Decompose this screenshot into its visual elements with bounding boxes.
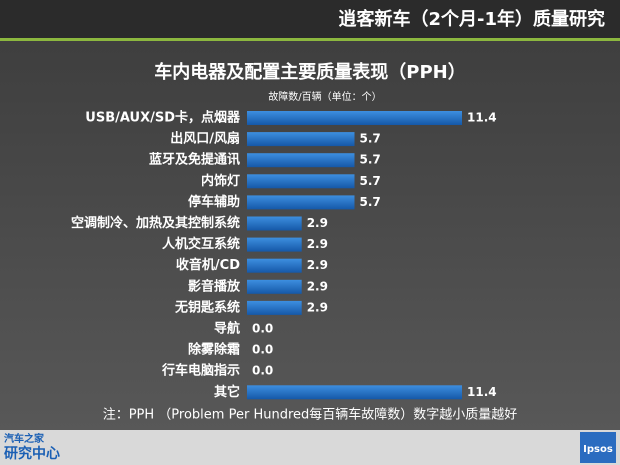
- left-logo-bottom: 研究中心: [4, 445, 60, 462]
- right-logo-box: [580, 432, 616, 463]
- value-label: 0.0: [252, 343, 273, 357]
- category-label: 行车电脑指示: [161, 363, 240, 379]
- category-label: 出风口/风扇: [170, 131, 240, 147]
- bar: [247, 174, 355, 189]
- value-label: 0.0: [252, 364, 273, 378]
- footer-band: [0, 430, 620, 465]
- value-label: 11.4: [467, 111, 497, 125]
- bar: [247, 195, 355, 210]
- value-label: 2.9: [307, 279, 328, 293]
- bar: [247, 111, 462, 125]
- value-label: 2.9: [307, 258, 328, 272]
- chart-title: 车内电器及配置主要质量表现（PPH）: [154, 61, 465, 83]
- category-label: 其它: [214, 384, 240, 400]
- bar: [247, 237, 302, 252]
- note: 注：PPH （Problem Per Hundred每百辆车故障数）数字越小质量…: [103, 407, 518, 423]
- value-label: 5.7: [360, 132, 381, 146]
- bar: [247, 153, 355, 168]
- bar: [247, 300, 302, 315]
- category-label: 蓝牙及免提通讯: [149, 152, 240, 168]
- value-label: 11.4: [467, 385, 497, 399]
- right-logo: Ipsos: [583, 444, 613, 455]
- category-label: 影音播放: [188, 278, 241, 294]
- value-label: 2.9: [307, 237, 328, 251]
- value-label: 5.7: [360, 153, 381, 167]
- chart-subtitle: 故障数/百辆（单位：个）: [268, 90, 381, 103]
- category-label: 内饰灯: [201, 173, 240, 189]
- category-label: 无钥匙系统: [174, 299, 240, 315]
- value-label: 5.7: [360, 174, 381, 188]
- header-title: 逍客新车（2个月-1年）质量研究: [338, 8, 605, 30]
- bar: [247, 132, 355, 147]
- category-label: 导航: [214, 321, 240, 337]
- bar: [247, 258, 302, 273]
- category-label: 人机交互系统: [162, 236, 240, 252]
- value-label: 2.9: [307, 300, 328, 314]
- header-band: [0, 0, 620, 38]
- value-label: 2.9: [307, 216, 328, 230]
- left-logo-top: 汽车之家: [4, 432, 45, 445]
- value-label: 0.0: [252, 322, 273, 336]
- category-label: 收音机/CD: [176, 257, 240, 273]
- category-label: 空调制冷、加热及其控制系统: [71, 215, 240, 231]
- category-label: USB/AUX/SD卡，点烟器: [85, 110, 241, 126]
- category-label: 停车辅助: [188, 194, 240, 210]
- header-line: [0, 38, 620, 41]
- bar: [247, 385, 462, 400]
- value-label: 5.7: [360, 195, 381, 209]
- category-label: 除雾除霜: [188, 342, 240, 358]
- bar: [247, 216, 302, 231]
- bar: [247, 279, 302, 294]
